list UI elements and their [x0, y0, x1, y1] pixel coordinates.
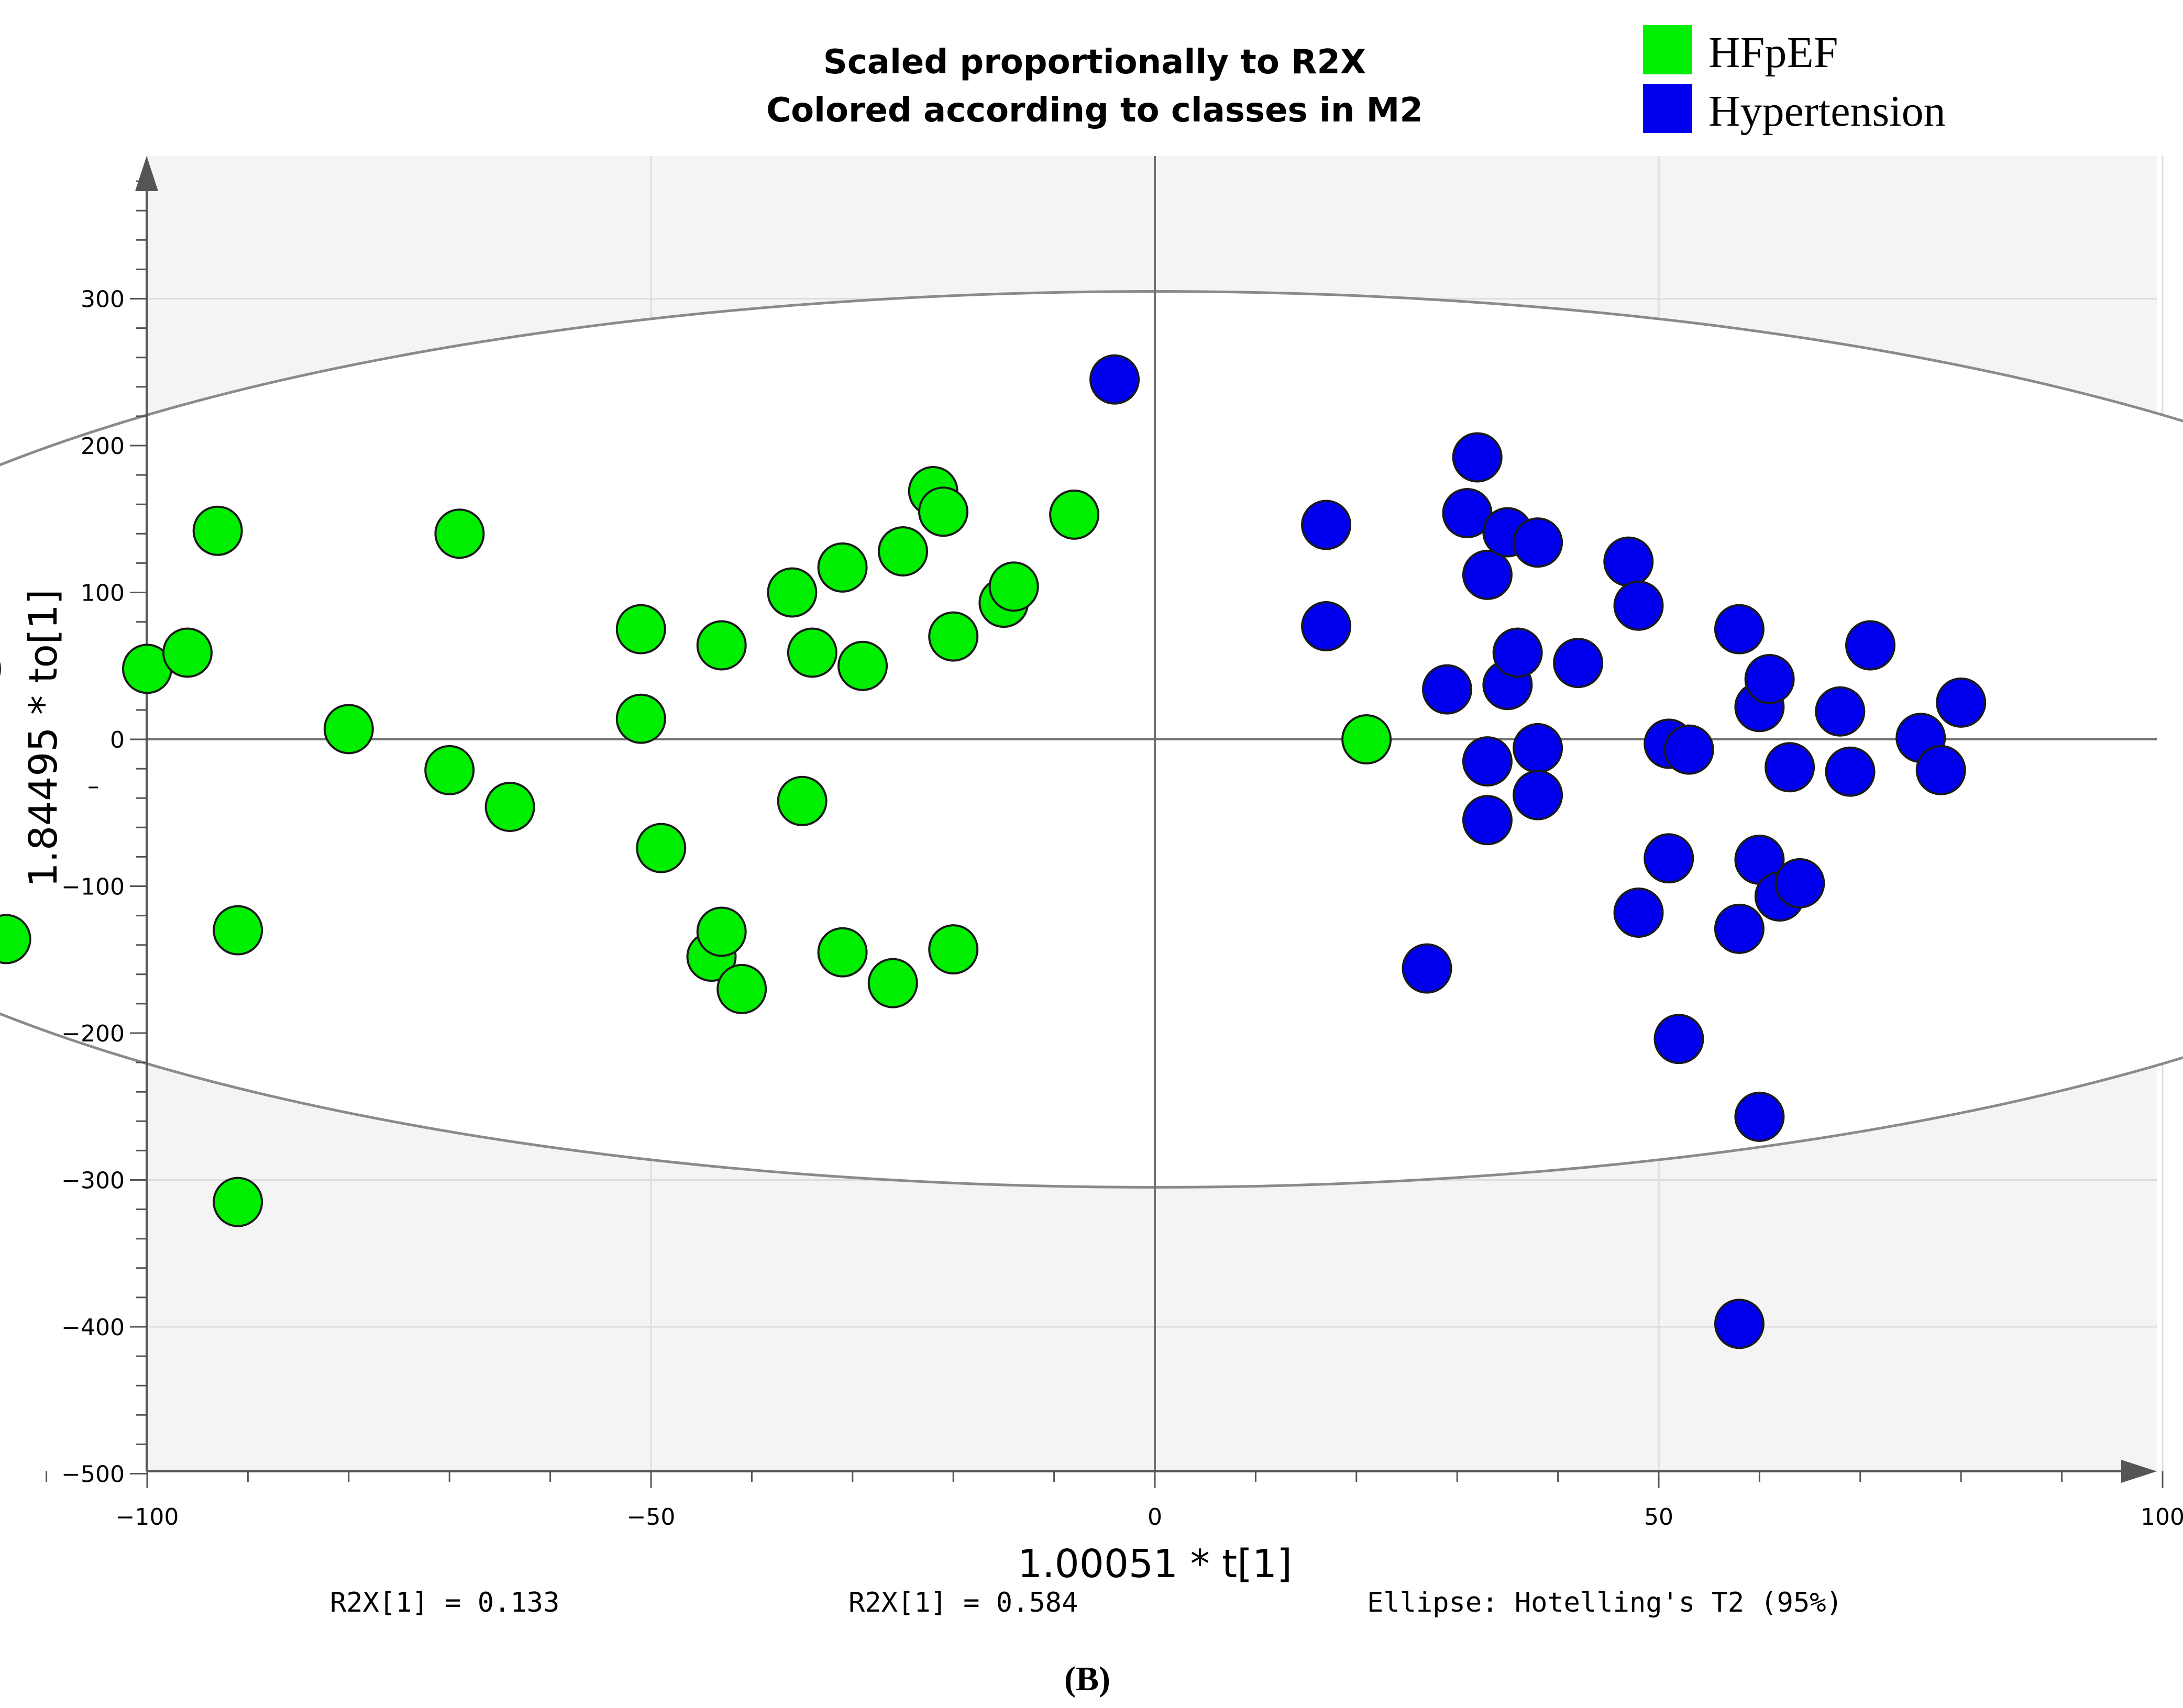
legend-swatch-hfpef [1643, 25, 1692, 74]
point-hypertension [1553, 638, 1604, 689]
chart-subtitle: Colored according to classes in M2 [766, 91, 1423, 130]
point-hfpef [434, 508, 485, 559]
point-hfpef [213, 1177, 263, 1227]
point-hypertension [1089, 354, 1140, 405]
point-hypertension [1452, 432, 1503, 483]
tick-labels: −150−100−500501003002001000−100−200−300−… [61, 286, 2183, 1531]
point-hypertension [1513, 517, 1563, 568]
point-hypertension [1714, 903, 1765, 954]
point-hypertension [1462, 549, 1513, 600]
data-points [0, 354, 1987, 1349]
point-hypertension [1734, 1091, 1785, 1142]
point-hypertension [1402, 943, 1452, 994]
point-hypertension [1815, 686, 1866, 737]
stat-r2x-2: R2X[1] = 0.584 [848, 1587, 1078, 1618]
point-hypertension [1301, 500, 1352, 550]
point-hfpef [837, 640, 888, 691]
point-hypertension [1603, 536, 1654, 587]
point-hypertension [1936, 677, 1987, 728]
point-hypertension [1492, 627, 1543, 678]
point-hfpef [928, 611, 979, 662]
point-hfpef [696, 620, 747, 671]
point-hfpef [988, 561, 1039, 612]
point-hypertension [1825, 746, 1876, 797]
point-hfpef [787, 627, 837, 678]
stat-ellipse-label: Ellipse: Hotelling's T2 (95%) [1367, 1587, 1843, 1618]
point-hypertension [1845, 620, 1896, 671]
x-tick-label: 50 [1644, 1504, 1673, 1530]
y-axis-label: 1.84495 * to[1] [21, 589, 66, 887]
y-tick-label: −500 [61, 1461, 125, 1488]
y-tick-label: 200 [81, 433, 125, 460]
y-tick-label: −300 [61, 1168, 125, 1194]
x-tick-label: 100 [2141, 1504, 2183, 1530]
point-hfpef [484, 782, 535, 833]
point-hfpef [817, 542, 868, 593]
point-hfpef [918, 486, 968, 537]
y-tick-label: −100 [61, 874, 125, 901]
point-hfpef [323, 704, 374, 755]
panel-label: (B) [1064, 1660, 1110, 1698]
point-hypertension [1513, 723, 1563, 773]
x-tick-label: −100 [116, 1504, 179, 1530]
point-hfpef [636, 823, 687, 873]
point-hypertension [1513, 770, 1563, 820]
point-hypertension [1613, 887, 1664, 938]
point-hfpef [0, 914, 31, 964]
y-tick-label: −200 [61, 1021, 125, 1047]
point-hfpef [615, 693, 666, 744]
point-hfpef [817, 927, 868, 978]
y-tick-label: 300 [81, 286, 125, 313]
point-hypertension [1744, 653, 1795, 704]
point-hfpef [878, 526, 928, 576]
point-hfpef [777, 775, 828, 826]
legend-swatch-hypertension [1643, 84, 1692, 133]
point-hfpef [928, 924, 979, 975]
point-hfpef [162, 627, 213, 678]
stat-r2x-1: R2X[1] = 0.133 [330, 1587, 559, 1618]
legend-label-hypertension: Hypertension [1708, 87, 1946, 136]
y-tick-label: 0 [110, 727, 125, 753]
point-hypertension [1613, 580, 1664, 631]
point-hypertension [1421, 664, 1472, 715]
point-hypertension [1915, 745, 1966, 795]
x-axis-label: 1.00051 * t[1] [1018, 1541, 1292, 1587]
point-hypertension [1301, 601, 1352, 652]
point-hfpef [192, 505, 243, 556]
y-tick-label: −400 [61, 1314, 125, 1341]
point-hypertension [1774, 858, 1825, 908]
point-hfpef [213, 905, 263, 956]
y-axis-dash: – [87, 773, 99, 800]
x-tick-label: 0 [1148, 1504, 1162, 1530]
x-axis-arrow [2121, 1460, 2157, 1483]
point-hfpef [424, 745, 475, 795]
point-hfpef [716, 963, 767, 1014]
point-hfpef [615, 604, 666, 655]
point-hypertension [1462, 795, 1513, 846]
zero-lines [147, 156, 2157, 1471]
point-hypertension [1765, 742, 1815, 793]
axes [46, 156, 2164, 1488]
x-tick-label: −50 [627, 1504, 676, 1530]
chart-title: Scaled proportionally to R2X [823, 43, 1366, 82]
legend-label-hfpef: HFpEF [1708, 28, 1838, 77]
y-axis-arrow [135, 156, 158, 191]
point-hypertension [1644, 833, 1694, 884]
point-hfpef [867, 958, 918, 1008]
point-hypertension [1653, 1014, 1704, 1064]
point-hfpef [1341, 714, 1392, 764]
legend: HFpEF Hypertension [1643, 25, 1946, 136]
point-hypertension [1462, 736, 1513, 787]
point-hfpef [767, 567, 818, 618]
point-hypertension [1714, 604, 1765, 655]
point-hfpef [1049, 489, 1100, 540]
point-hypertension [1714, 1299, 1765, 1349]
y-tick-label: 100 [81, 580, 125, 607]
point-hypertension [1663, 724, 1714, 775]
point-hfpef [696, 906, 747, 957]
